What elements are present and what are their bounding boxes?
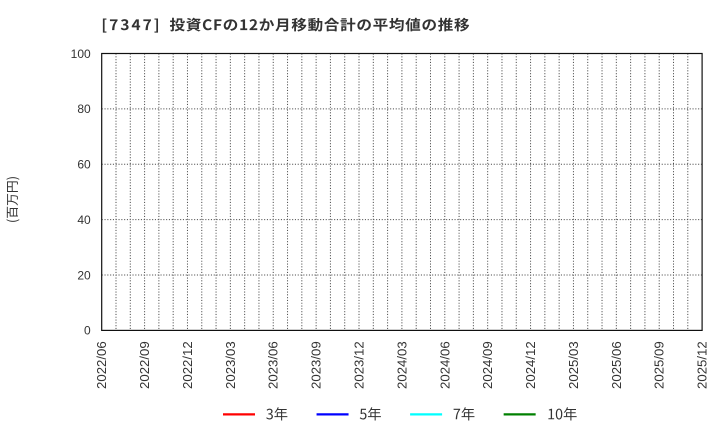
svg-text:60: 60 (77, 158, 91, 172)
svg-text:100: 100 (71, 47, 91, 61)
svg-text:2022/12: 2022/12 (180, 341, 195, 389)
svg-text:2025/03: 2025/03 (566, 341, 581, 389)
svg-text:2023/12: 2023/12 (352, 341, 367, 389)
svg-text:2025/12: 2025/12 (695, 341, 710, 389)
svg-text:0: 0 (84, 324, 91, 338)
svg-text:2024/09: 2024/09 (480, 341, 495, 389)
svg-text:2022/09: 2022/09 (137, 341, 152, 389)
svg-text:2025/09: 2025/09 (652, 341, 667, 389)
svg-text:2023/03: 2023/03 (223, 341, 238, 389)
svg-text:20: 20 (77, 268, 91, 282)
svg-text:40: 40 (77, 213, 91, 227)
svg-text:2023/09: 2023/09 (309, 341, 324, 389)
svg-text:80: 80 (77, 102, 91, 116)
svg-text:2024/06: 2024/06 (437, 341, 452, 389)
svg-text:2024/12: 2024/12 (523, 341, 538, 389)
svg-text:2022/06: 2022/06 (94, 341, 109, 389)
svg-text:2023/06: 2023/06 (266, 341, 281, 389)
svg-text:2024/03: 2024/03 (394, 341, 409, 389)
svg-text:2025/06: 2025/06 (609, 341, 624, 389)
